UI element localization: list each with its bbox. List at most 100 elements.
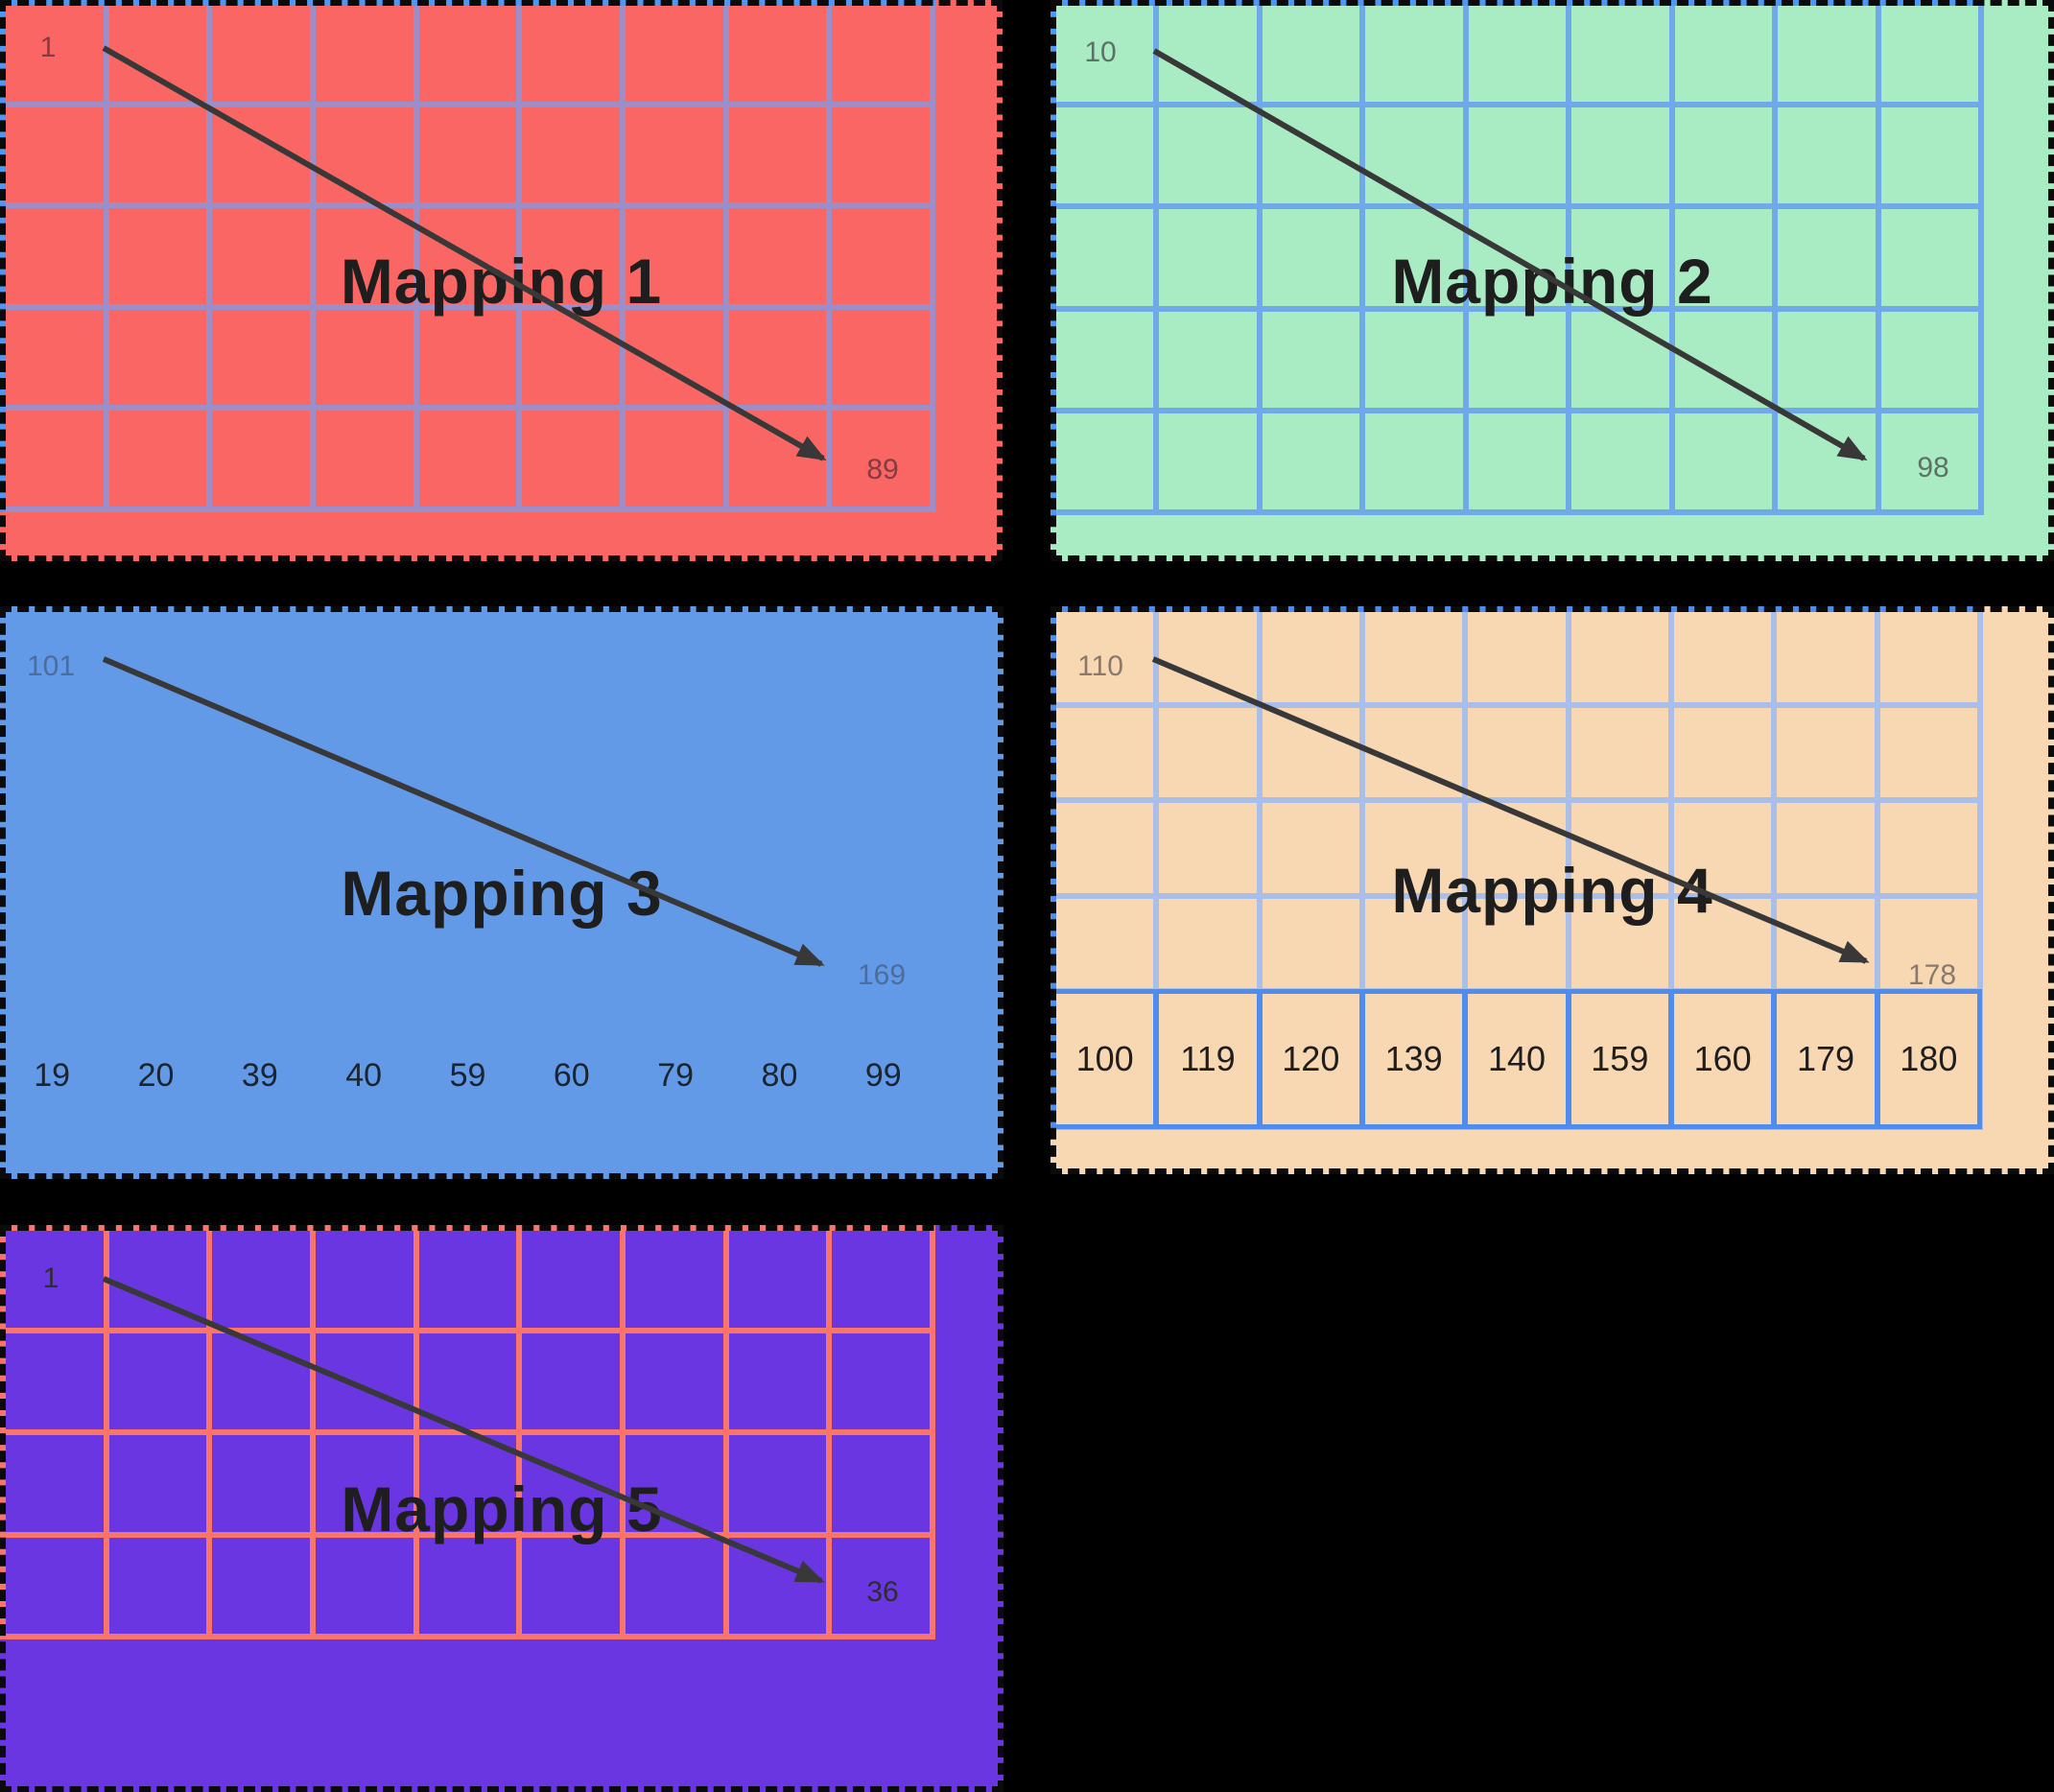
highlighted-item-cell: 159 (1570, 994, 1668, 1124)
grid-cell (522, 411, 620, 507)
grid-cell (108, 411, 207, 507)
grid-cell (418, 411, 517, 507)
grid-cell (1570, 612, 1668, 702)
grid-cell (1262, 107, 1360, 204)
grid-cell (625, 1332, 723, 1429)
grid-cell (625, 6, 723, 102)
grid-cell (418, 1332, 517, 1429)
grid-cell (1571, 413, 1669, 509)
grid-cell (1674, 107, 1773, 204)
grid-cell (728, 1537, 827, 1634)
grid-cell (625, 309, 723, 406)
arrow-start-label: 110 (1077, 650, 1123, 682)
grid-cell (832, 309, 930, 406)
arrow-end-label: 169 (857, 959, 907, 991)
arrow-end-label: 178 (1907, 959, 1957, 991)
grid-cell (728, 106, 827, 203)
grid-cell (1778, 311, 1876, 408)
grid-cell (1365, 107, 1463, 204)
grid-cell (315, 1231, 413, 1328)
grid-cell (212, 309, 310, 406)
panel-title: Mapping 1 (340, 245, 663, 317)
grid-cell (1056, 107, 1154, 204)
grid-cell (625, 106, 723, 203)
grid-cell (212, 1332, 310, 1429)
grid-cell (522, 309, 620, 406)
grid-cell (108, 1231, 207, 1328)
grid-cell (315, 106, 413, 203)
arrow-end-label: 36 (866, 1576, 899, 1608)
item-number-row: 19 20 39 40 59 60 79 80 99 (0, 1057, 935, 1095)
grid-cell (1159, 311, 1257, 408)
item-number: 80 (761, 1057, 798, 1094)
grid-cell (1056, 311, 1154, 408)
grid-cell (1879, 803, 1977, 893)
grid-cell (1159, 6, 1257, 103)
grid-cell (1879, 707, 1977, 798)
grid-cell (6, 411, 104, 507)
grid-cell (625, 1537, 723, 1634)
grid-cell (1571, 6, 1669, 103)
grid-cell (522, 1332, 620, 1429)
grid-cell (6, 1537, 104, 1634)
highlighted-item-cell: 120 (1262, 994, 1359, 1124)
mapping-panel-2: Mapping 2 10 98 (1051, 0, 2054, 561)
grid-cell (1056, 803, 1154, 893)
grid-cell (1468, 311, 1567, 408)
grid-cell (108, 1537, 207, 1634)
grid-cell (1262, 707, 1359, 798)
grid-cell (315, 6, 413, 102)
mapping-panel-4: 100 119 120 139 140 159 160 179 180 Mapping 4 11… (1051, 606, 2054, 1174)
grid-cell (1365, 6, 1463, 103)
grid-cell (728, 1231, 827, 1328)
grid-cell (1159, 612, 1257, 702)
grid-cell (418, 106, 517, 203)
grid-cell (832, 106, 930, 203)
highlighted-item-cell: 119 (1159, 994, 1257, 1124)
grid-cell (1262, 612, 1359, 702)
mapping-panel-5: Mapping 5 1 36 (0, 1225, 1003, 1792)
grid-cell (1056, 898, 1154, 989)
grid-cell (1056, 707, 1154, 798)
grid-cell (212, 1537, 310, 1634)
arrow-start-label: 1 (39, 32, 57, 63)
panel-title: Mapping 4 (1391, 855, 1713, 926)
grid-cell (522, 1537, 620, 1634)
grid-overlay (0, 1225, 935, 1639)
grid-cell (1880, 413, 1978, 509)
grid-cell (1674, 612, 1772, 702)
grid-cell (832, 411, 930, 507)
grid-cell (1365, 612, 1463, 702)
grid-cell (1571, 107, 1669, 204)
highlighted-item-cell: 100 (1056, 994, 1154, 1124)
grid-cell (1880, 6, 1978, 103)
grid-cell (315, 309, 413, 406)
grid-cell (6, 208, 104, 304)
highlighted-item-cell: 160 (1674, 994, 1772, 1124)
grid-cell (1880, 209, 1978, 306)
mapping-panel-3: Mapping 3 101 169 19 20 39 40 59 60 79 80 99 (0, 606, 1003, 1179)
grid-cell (6, 106, 104, 203)
item-number: 39 (241, 1057, 278, 1094)
highlighted-item-cell: 140 (1468, 994, 1566, 1124)
grid-cell (1880, 107, 1978, 204)
grid-cell (6, 309, 104, 406)
grid-cell (1159, 413, 1257, 509)
grid-cell (212, 411, 310, 507)
grid-cell (1468, 707, 1566, 798)
grid-cell (6, 6, 104, 102)
grid-cell (1056, 6, 1154, 103)
grid-cell (6, 1332, 104, 1429)
grid-cell (1778, 6, 1876, 103)
arrow-start-label: 101 (26, 650, 76, 682)
grid-cell (1365, 413, 1463, 509)
grid-cell (1262, 6, 1360, 103)
grid-cell (1880, 311, 1978, 408)
grid-cell (832, 6, 930, 102)
highlighted-item-cell: 180 (1879, 994, 1977, 1124)
grid-cell (1056, 612, 1154, 702)
grid-cell (212, 1231, 310, 1328)
grid-cell (1879, 612, 1977, 702)
grid-cell (832, 208, 930, 304)
arrow-end-label: 98 (1917, 452, 1949, 483)
